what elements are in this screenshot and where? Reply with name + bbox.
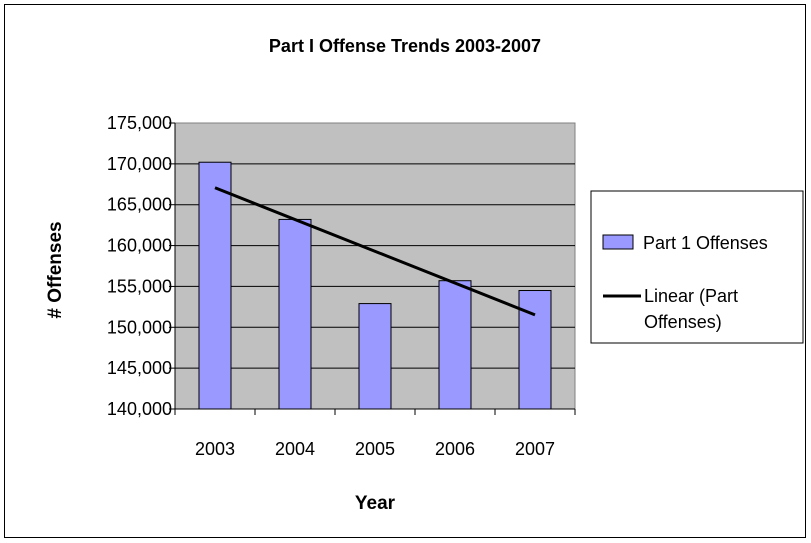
x-tick-labels: 2003 2004 2005 2006 2007 [195,439,555,459]
legend-trend-label: Linear (Part Offenses) [644,286,743,332]
y-tick-labels: 140,000 145,000 150,000 155,000 160,000 165,0… [107,113,172,419]
trendline [214,186,536,317]
axes [169,122,576,415]
legend-box [590,190,804,344]
x-axis-title: Year [355,493,396,514]
y-tick-label: 140,000 [107,399,172,419]
x-tick-label: 2005 [355,439,395,459]
y-tick-label: 155,000 [107,276,172,296]
gridlines [175,163,575,369]
chart-canvas: Part I Offense Trends 2003-2007 # Offens… [45,36,804,514]
y-axis-title: # Offenses [45,221,66,318]
trendline-group [214,186,536,317]
y-tick-label: 160,000 [107,236,172,256]
x-tick-label: 2007 [515,439,555,459]
y-tick-label: 175,000 [107,113,172,133]
x-tick-label: 2006 [435,439,475,459]
bar-2007 [518,290,552,410]
chart-frame: Part I Offense Trends 2003-2007 # Offens… [4,4,806,538]
y-tick-label: 165,000 [107,195,172,215]
bars [198,161,552,410]
bar-2003 [198,161,232,410]
x-tick-label: 2003 [195,439,235,459]
bar-2005 [358,303,392,410]
bar-2006 [438,280,472,410]
legend: Part 1 Offenses Linear (Part Offenses) [590,190,804,344]
y-tick-label: 150,000 [107,317,172,337]
bar-2004 [278,218,312,410]
y-tick-label: 170,000 [107,154,172,174]
legend-bar-swatch [602,234,634,250]
legend-bar-label: Part 1 Offenses [643,233,768,253]
chart-title: Part I Offense Trends 2003-2007 [269,36,541,56]
x-tick-label: 2004 [275,439,315,459]
y-tick-label: 145,000 [107,358,172,378]
